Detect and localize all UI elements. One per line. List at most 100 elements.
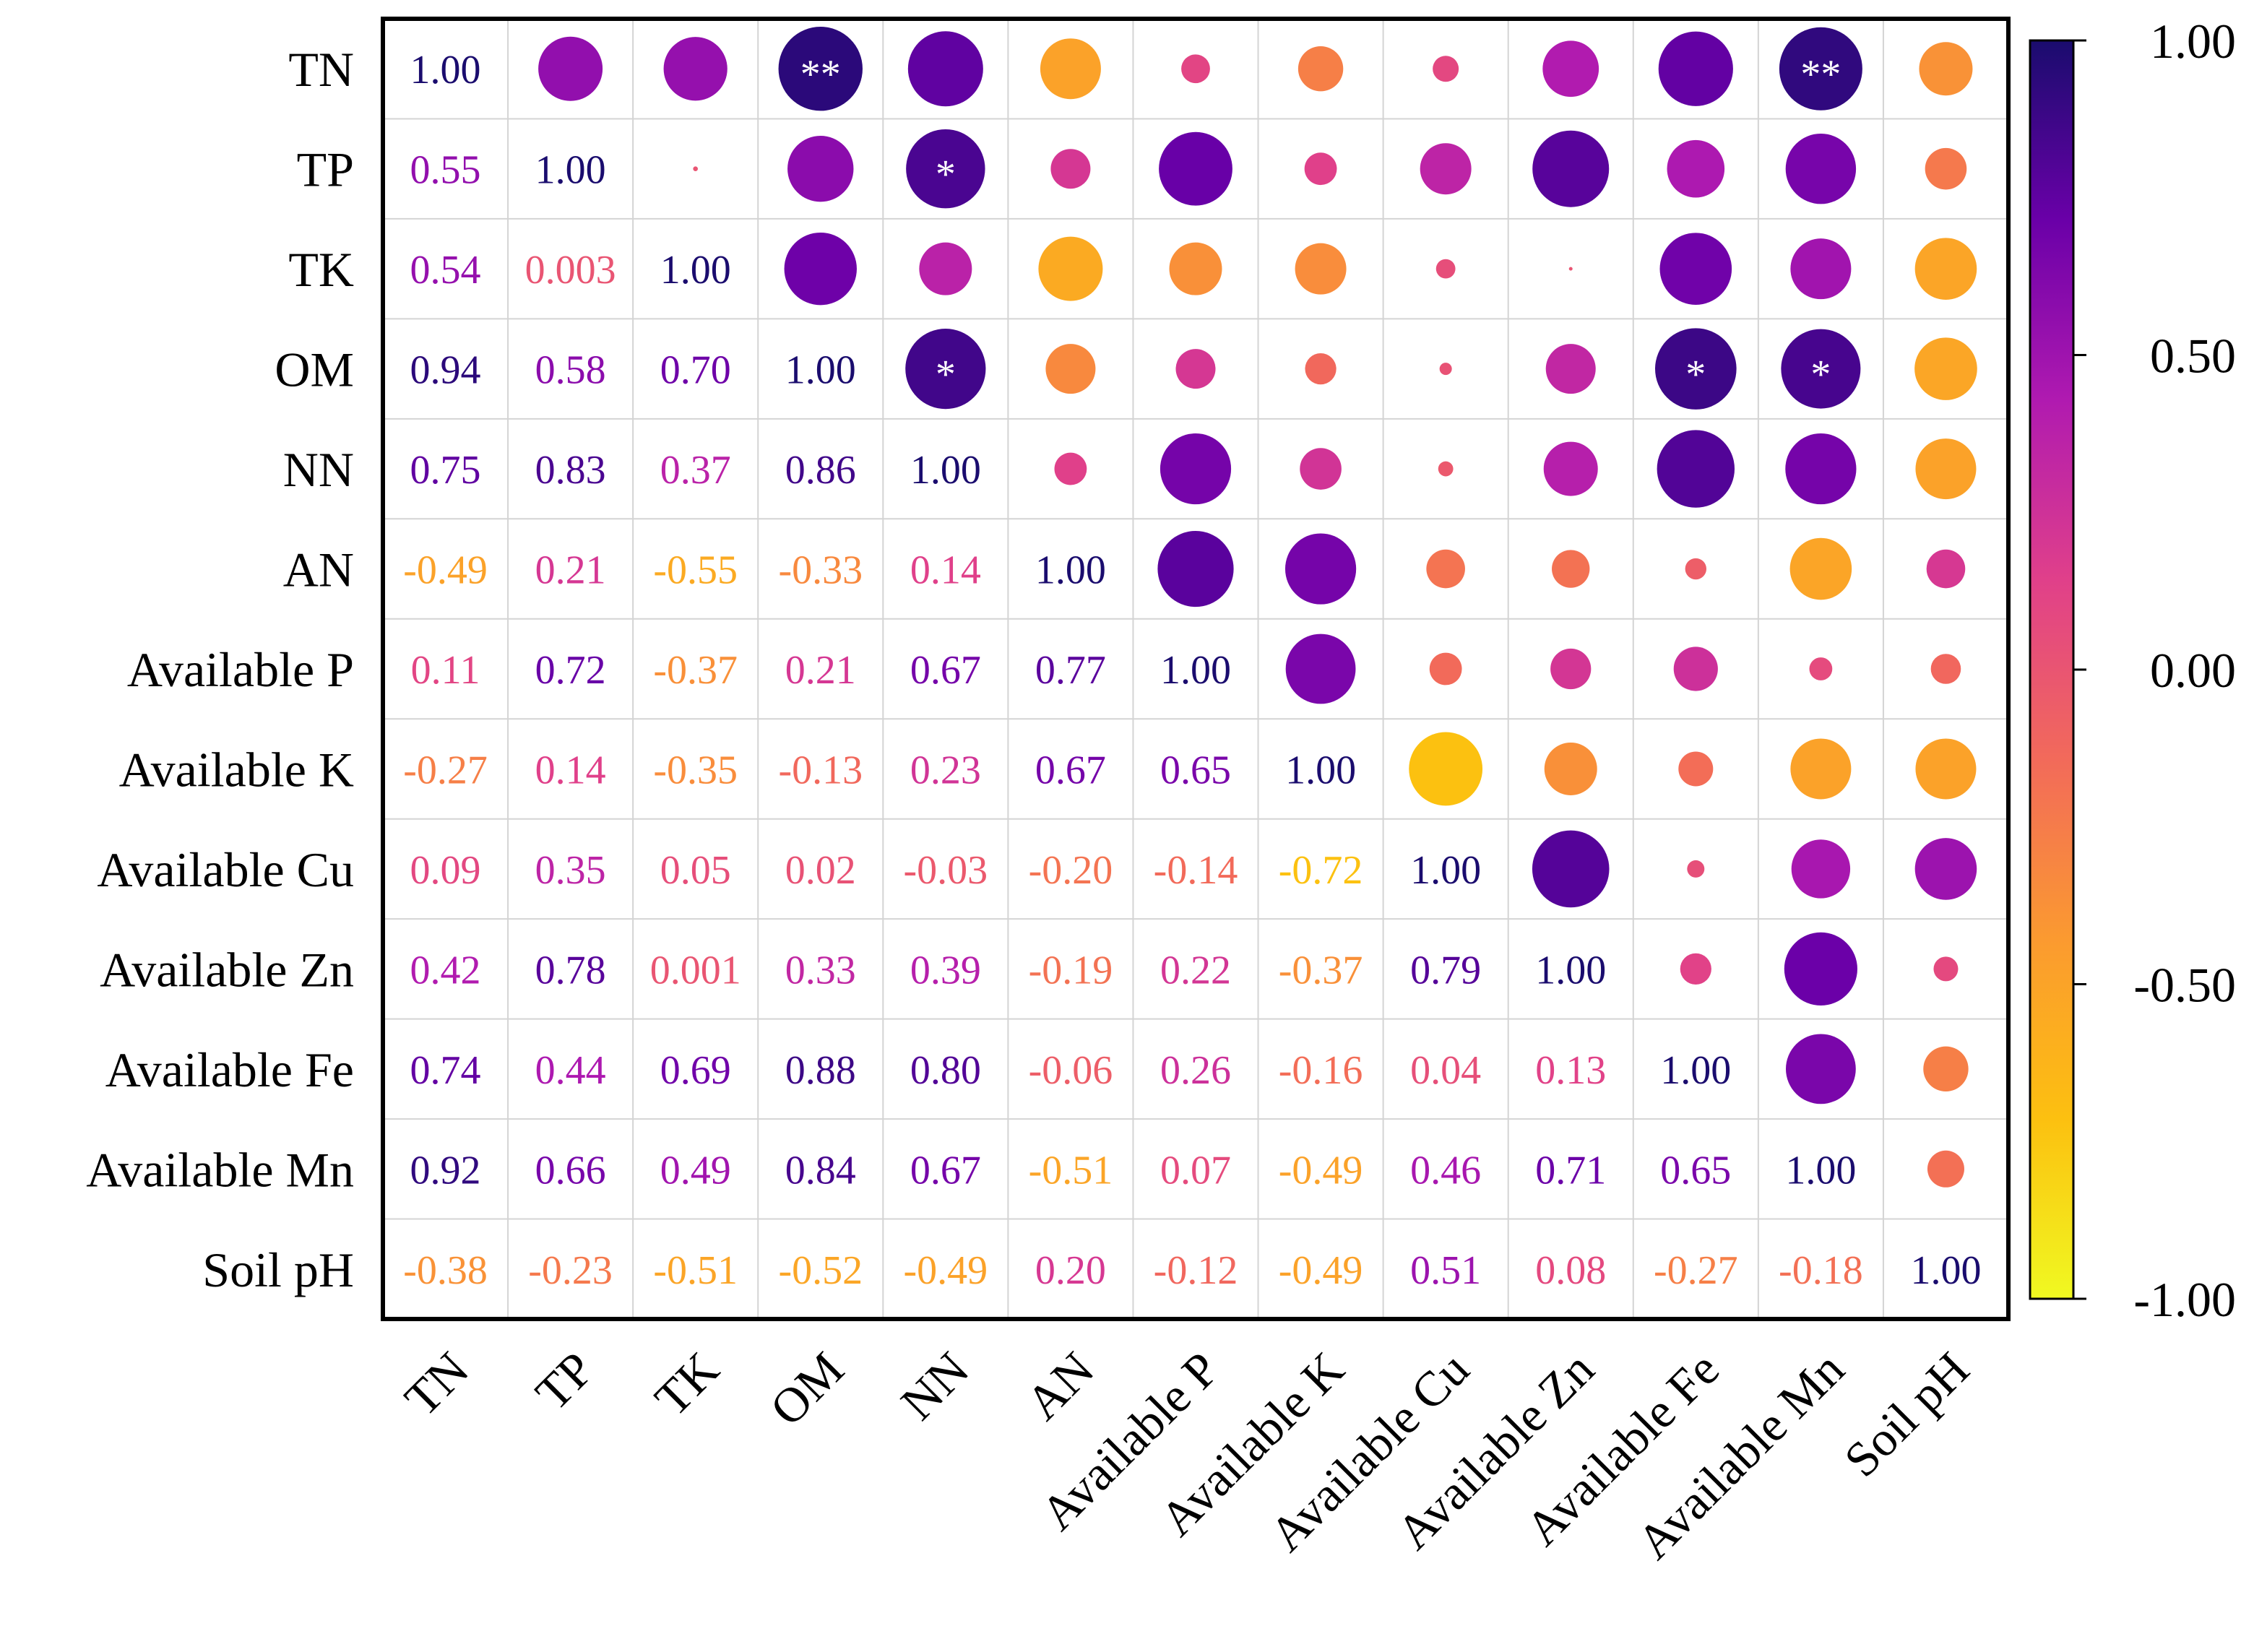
correlation-value: 0.75: [410, 448, 481, 493]
correlation-circle: [1930, 654, 1961, 684]
correlation-circle: [1667, 139, 1725, 198]
correlation-value: 0.67: [910, 648, 981, 693]
correlation-circle: [1925, 147, 1967, 190]
correlation-circle: [1439, 363, 1452, 376]
colorbar-gradient: [2029, 39, 2075, 1300]
correlation-circle: [1785, 133, 1857, 204]
correlation-value: 0.14: [535, 748, 606, 792]
correlation-circle: [1919, 42, 1973, 96]
row-label: Available Zn: [100, 942, 354, 997]
significance-marks: ** **** * *: [800, 52, 1841, 397]
correlation-value: 1.00: [1035, 548, 1106, 593]
correlation-value: -0.49: [904, 1248, 988, 1293]
row-label: Available Fe: [105, 1042, 354, 1097]
correlation-value: -0.49: [1279, 1148, 1363, 1193]
colorbar-tick-label: 1.00: [2150, 14, 2236, 69]
correlation-circle: [1914, 238, 1977, 300]
column-label: Soil pH: [1834, 1341, 1979, 1487]
correlation-value: 0.65: [1660, 1148, 1731, 1193]
correlation-value: -0.23: [528, 1248, 613, 1293]
correlation-value: -0.37: [653, 648, 738, 693]
correlation-value: 0.39: [910, 948, 981, 993]
correlation-circle: [1914, 838, 1977, 900]
correlation-circle: [1673, 646, 1718, 691]
correlation-value: -0.55: [653, 548, 738, 593]
correlation-value: -0.03: [904, 848, 988, 893]
correlation-value: 0.72: [535, 648, 606, 693]
correlation-value: 0.05: [660, 848, 731, 893]
correlation-circle: [1785, 1034, 1856, 1104]
correlation-value: 1.00: [660, 248, 731, 293]
correlation-value: 1.00: [1785, 1148, 1856, 1193]
correlation-circle: [778, 27, 863, 111]
correlation-circle: [1927, 1150, 1964, 1188]
correlation-circle: [787, 135, 854, 202]
correlation-circle: [1659, 233, 1732, 305]
correlation-value: -0.51: [1029, 1148, 1113, 1193]
correlation-value: 1.00: [785, 348, 856, 393]
correlation-value: 0.14: [910, 548, 981, 593]
correlation-value: 0.001: [650, 948, 741, 993]
correlation-value: -0.13: [778, 748, 863, 792]
correlation-value: 0.65: [1160, 748, 1231, 792]
correlation-circle: [1305, 353, 1337, 385]
correlation-circle: [1160, 433, 1232, 505]
correlation-circle: [1784, 932, 1857, 1006]
correlation-value: 0.21: [535, 548, 606, 593]
correlation-value: 0.86: [785, 448, 856, 493]
correlation-circle: [906, 129, 985, 209]
correlation-value: 0.37: [660, 448, 731, 493]
matrix-frame: [381, 17, 2011, 1321]
correlation-circle: [1678, 751, 1714, 787]
correlation-value: 0.13: [1535, 1048, 1606, 1093]
correlation-value: 0.71: [1535, 1148, 1606, 1193]
correlation-value: 0.20: [1035, 1248, 1106, 1293]
correlation-circle: [1552, 550, 1590, 588]
correlation-circle: [1045, 344, 1096, 394]
column-label: TK: [644, 1341, 729, 1427]
correlation-value: -0.33: [778, 548, 863, 593]
correlation-circle: [1038, 236, 1103, 301]
correlation-circle: [1157, 530, 1234, 607]
correlation-value: 0.92: [410, 1148, 481, 1193]
correlation-value: 1.00: [1160, 648, 1231, 693]
correlation-circle: [1542, 40, 1599, 98]
correlation-value: 0.09: [410, 848, 481, 893]
correlation-circle: [1933, 956, 1959, 982]
correlation-value: -0.16: [1279, 1048, 1363, 1093]
correlation-value: 0.04: [1410, 1048, 1481, 1093]
correlation-circle: [1685, 558, 1707, 580]
correlation-circle: [1429, 652, 1462, 686]
correlation-circle: [1181, 54, 1210, 84]
correlation-value: 0.07: [1160, 1148, 1231, 1193]
correlation-value: -0.49: [1279, 1248, 1363, 1293]
correlation-value: 0.42: [410, 948, 481, 993]
row-label: Soil pH: [202, 1242, 354, 1297]
correlation-value: 1.00: [1535, 948, 1606, 993]
correlation-value: -0.14: [1154, 848, 1238, 893]
correlation-value: 0.80: [910, 1048, 981, 1093]
correlation-circle: [663, 37, 727, 101]
row-label: Available Cu: [97, 842, 354, 897]
correlation-value: 0.58: [535, 348, 606, 393]
row-label: TP: [297, 142, 354, 197]
correlation-circle: [1304, 152, 1337, 186]
significance-mark: **: [800, 52, 841, 97]
correlation-circle: [1923, 1046, 1969, 1092]
correlation-value: 0.02: [785, 848, 856, 893]
correlation-value: 1.00: [1910, 1248, 1981, 1293]
colorbar-tick-label: -0.50: [2133, 958, 2236, 1013]
correlation-circle: [1297, 46, 1344, 92]
correlation-value: 0.35: [535, 848, 606, 893]
row-labels: TN TP TK OM NN AN Available P Available K Availa…: [86, 42, 354, 1297]
correlation-circle: [1657, 430, 1735, 508]
colorbar-tick-label: 0.00: [2150, 643, 2236, 698]
correlation-circle: [1915, 438, 1977, 500]
correlation-circle: [1680, 953, 1711, 985]
colorbar: 1.00 0.50 0.00 -0.50 -1.00: [2029, 14, 2236, 1327]
correlation-circle: [784, 232, 857, 306]
correlation-circle: [1790, 238, 1852, 300]
correlation-value: 0.88: [785, 1048, 856, 1093]
